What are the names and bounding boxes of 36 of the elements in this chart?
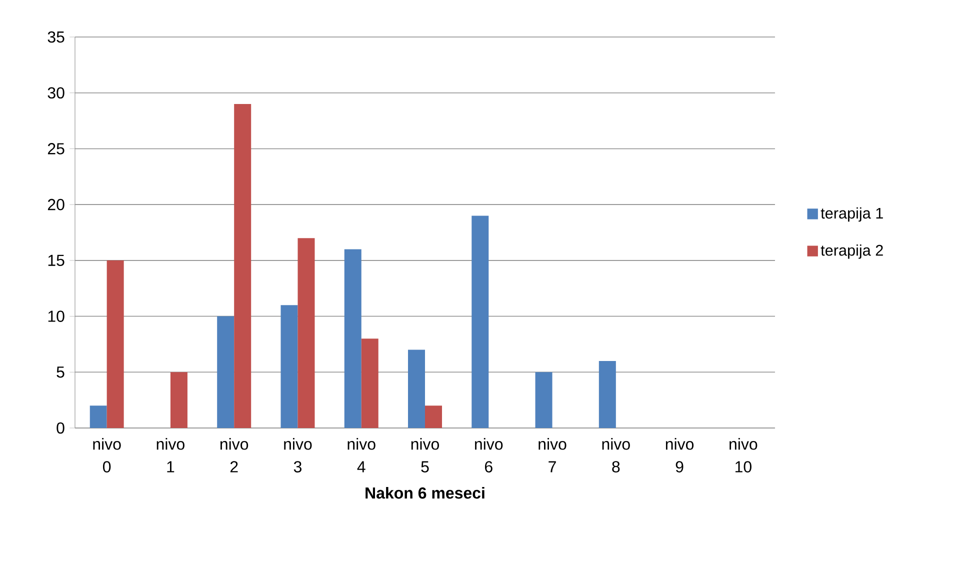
x-axis-title: Nakon 6 meseci bbox=[366, 486, 484, 499]
y-tick-label: 20 bbox=[48, 198, 64, 210]
x-tick-label: nivo 0 bbox=[93, 438, 121, 472]
y-tick-label: 30 bbox=[48, 87, 64, 99]
y-tick-label: 10 bbox=[48, 310, 64, 322]
x-tick-label: nivo 3 bbox=[284, 438, 312, 472]
bar bbox=[425, 406, 442, 428]
bar bbox=[170, 372, 188, 428]
bar bbox=[217, 316, 234, 428]
bar bbox=[298, 238, 315, 428]
x-tick-label: nivo 9 bbox=[666, 438, 694, 472]
x-tick-label: nivo 6 bbox=[475, 438, 503, 472]
y-tick-label: 35 bbox=[48, 31, 64, 43]
x-tick-label: nivo 1 bbox=[156, 438, 184, 472]
x-tick-label: nivo 10 bbox=[730, 438, 758, 472]
x-tick-label: nivo 5 bbox=[411, 438, 439, 472]
bar bbox=[344, 249, 362, 428]
bar bbox=[234, 104, 252, 428]
y-tick-label: 5 bbox=[56, 366, 64, 378]
y-tick-label: 15 bbox=[48, 254, 64, 266]
x-tick-label: nivo 8 bbox=[602, 438, 630, 472]
bar bbox=[535, 372, 552, 428]
bar bbox=[598, 360, 616, 428]
legend-label: terapija 2 bbox=[820, 244, 883, 259]
bar bbox=[90, 406, 107, 428]
y-tick-label: 0 bbox=[56, 422, 64, 434]
x-tick-label: nivo 7 bbox=[538, 438, 566, 472]
bar bbox=[280, 305, 298, 428]
y-tick-label: 25 bbox=[48, 143, 64, 154]
x-tick-label: nivo 4 bbox=[348, 438, 376, 472]
x-tick-label: nivo 2 bbox=[220, 438, 248, 472]
legend-label: terapija 1 bbox=[820, 207, 883, 222]
bar bbox=[472, 216, 489, 428]
bar bbox=[408, 350, 426, 428]
bar bbox=[106, 260, 124, 428]
bar bbox=[361, 338, 378, 428]
